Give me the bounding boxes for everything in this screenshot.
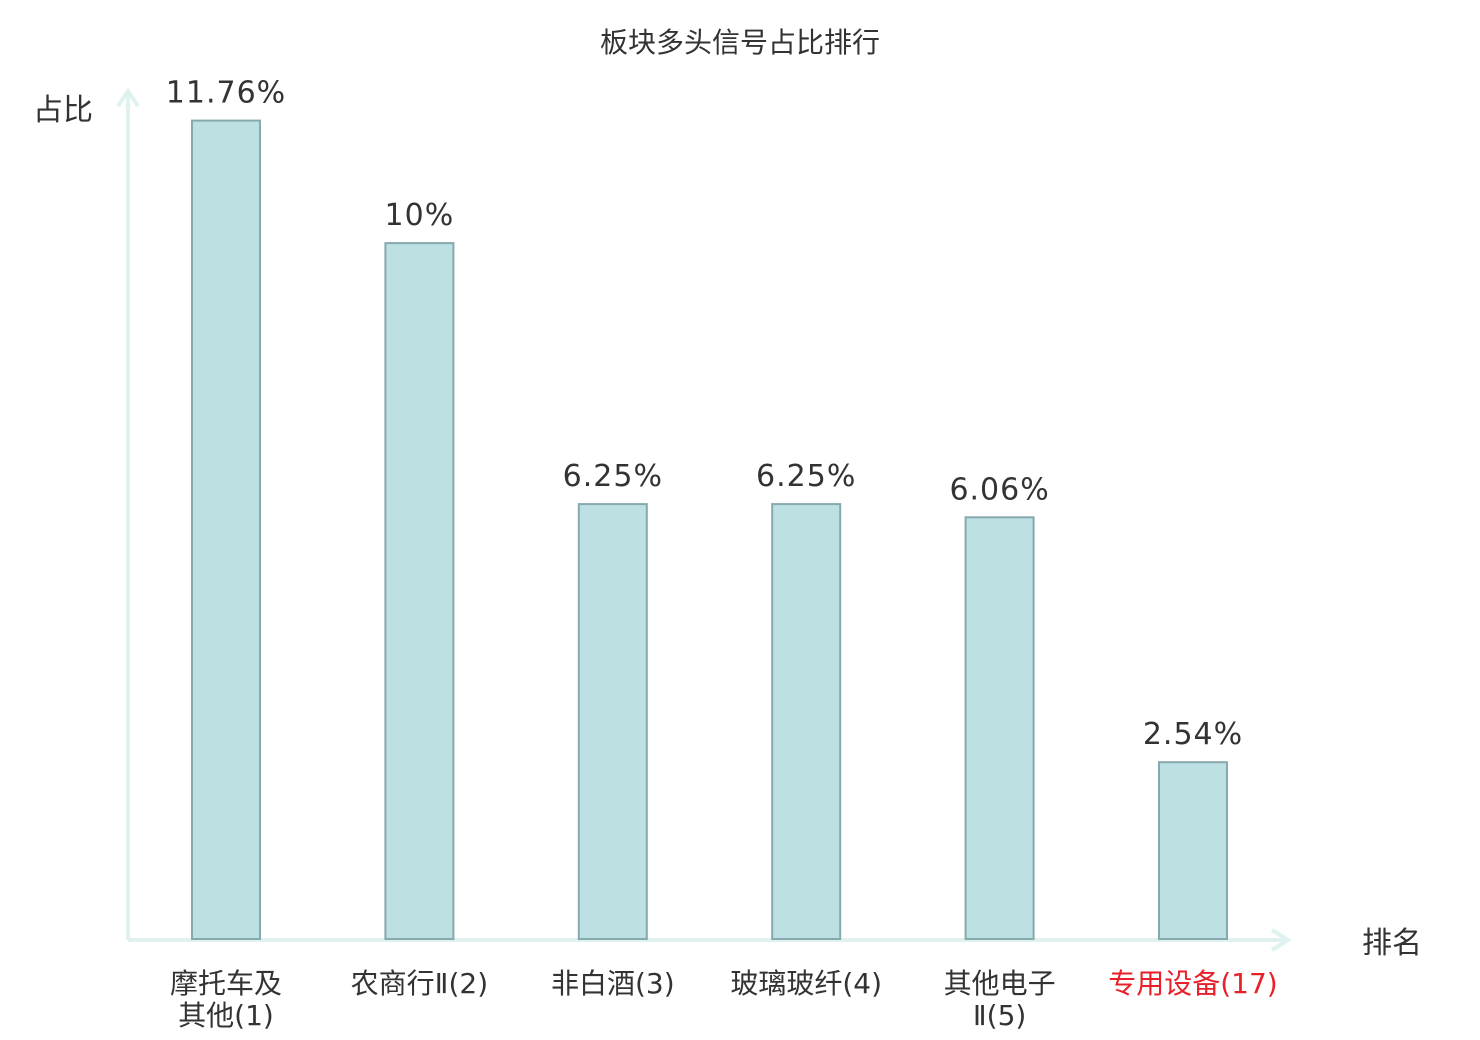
chart-title: 板块多头信号占比排行 [600,26,880,59]
category-label-3: 非白酒(3) [551,967,675,1000]
bar-3 [577,503,648,940]
category-label-2: 农商行Ⅱ(2) [351,967,488,1000]
category-label-1-line-1: 摩托车及 [170,967,282,1000]
category-label-4: 玻璃玻纤(4) [730,967,882,1000]
bar-4 [771,503,842,940]
bars-group [191,119,1228,941]
category-label-6: 专用设备(17) [1108,967,1277,1000]
category-label-5-line-1: 其他电子 [944,967,1056,1000]
category-label-5-line-2: Ⅱ(5) [973,999,1026,1032]
value-label-1: 11.76% [166,76,286,111]
value-label-2: 10% [385,198,455,233]
bar-2 [384,242,455,941]
value-label-5: 6.06% [949,472,1049,507]
bar-1 [191,119,261,941]
x-axis-label: 排名 [1362,926,1422,961]
bar-6 [1158,761,1228,941]
value-labels-group: 11.76% 10% 6.25% 6.25% 6.06% 2.54% [166,76,1243,753]
category-label-1-line-2: 其他(1) [178,999,274,1032]
x-axis-arrow-icon [1270,928,1292,952]
axes [116,87,1292,952]
y-axis-arrow-icon [116,87,140,108]
y-axis-label: 占比 [33,93,93,128]
value-label-6: 2.54% [1143,717,1243,752]
value-label-4: 6.25% [756,459,856,494]
bar-5 [964,516,1035,940]
value-label-3: 6.25% [563,459,663,494]
